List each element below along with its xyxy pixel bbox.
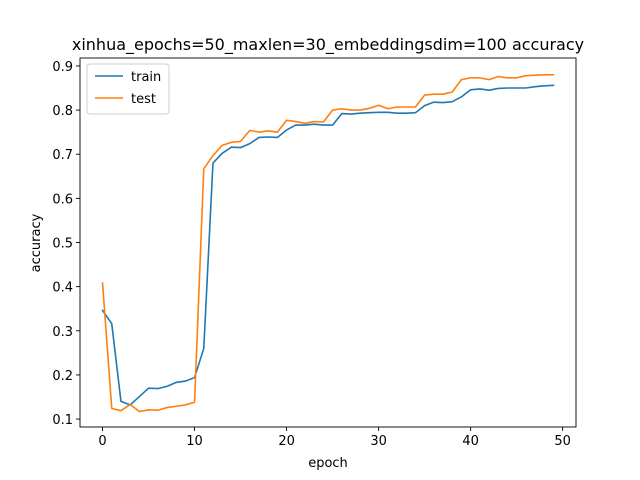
y-tick-label: 0.9 bbox=[52, 60, 73, 75]
x-tick-label: 30 bbox=[370, 434, 387, 449]
x-axis-label: epoch bbox=[308, 456, 348, 471]
y-tick-label: 0.6 bbox=[52, 192, 73, 207]
x-tick-label: 40 bbox=[462, 434, 479, 449]
legend-label-train: train bbox=[131, 70, 161, 85]
legend-label-test: test bbox=[131, 92, 156, 107]
x-tick-label: 10 bbox=[186, 434, 203, 449]
y-tick-label: 0.1 bbox=[52, 413, 73, 428]
chart-title: xinhua_epochs=50_maxlen=30_embeddingsdim… bbox=[72, 35, 584, 55]
x-tick-label: 20 bbox=[278, 434, 295, 449]
plot-area: 0 10 20 30 40 50 0.1 0.2 0.3 0.4 0.5 0.6 0.7 0.8 0.9 tr… bbox=[52, 57, 577, 449]
y-tick-label: 0.2 bbox=[52, 369, 73, 384]
y-tick-label: 0.7 bbox=[52, 148, 73, 163]
y-tick-label: 0.5 bbox=[52, 237, 73, 252]
y-tick-label: 0.3 bbox=[52, 325, 73, 340]
y-tick-label: 0.8 bbox=[52, 104, 73, 119]
x-tick-label: 0 bbox=[98, 434, 106, 449]
x-tick-label: 50 bbox=[554, 434, 571, 449]
series-line-train bbox=[101, 84, 555, 406]
series-line-test bbox=[101, 73, 555, 413]
y-tick-label: 0.4 bbox=[52, 281, 73, 296]
y-axis-label: accuracy bbox=[29, 213, 44, 272]
